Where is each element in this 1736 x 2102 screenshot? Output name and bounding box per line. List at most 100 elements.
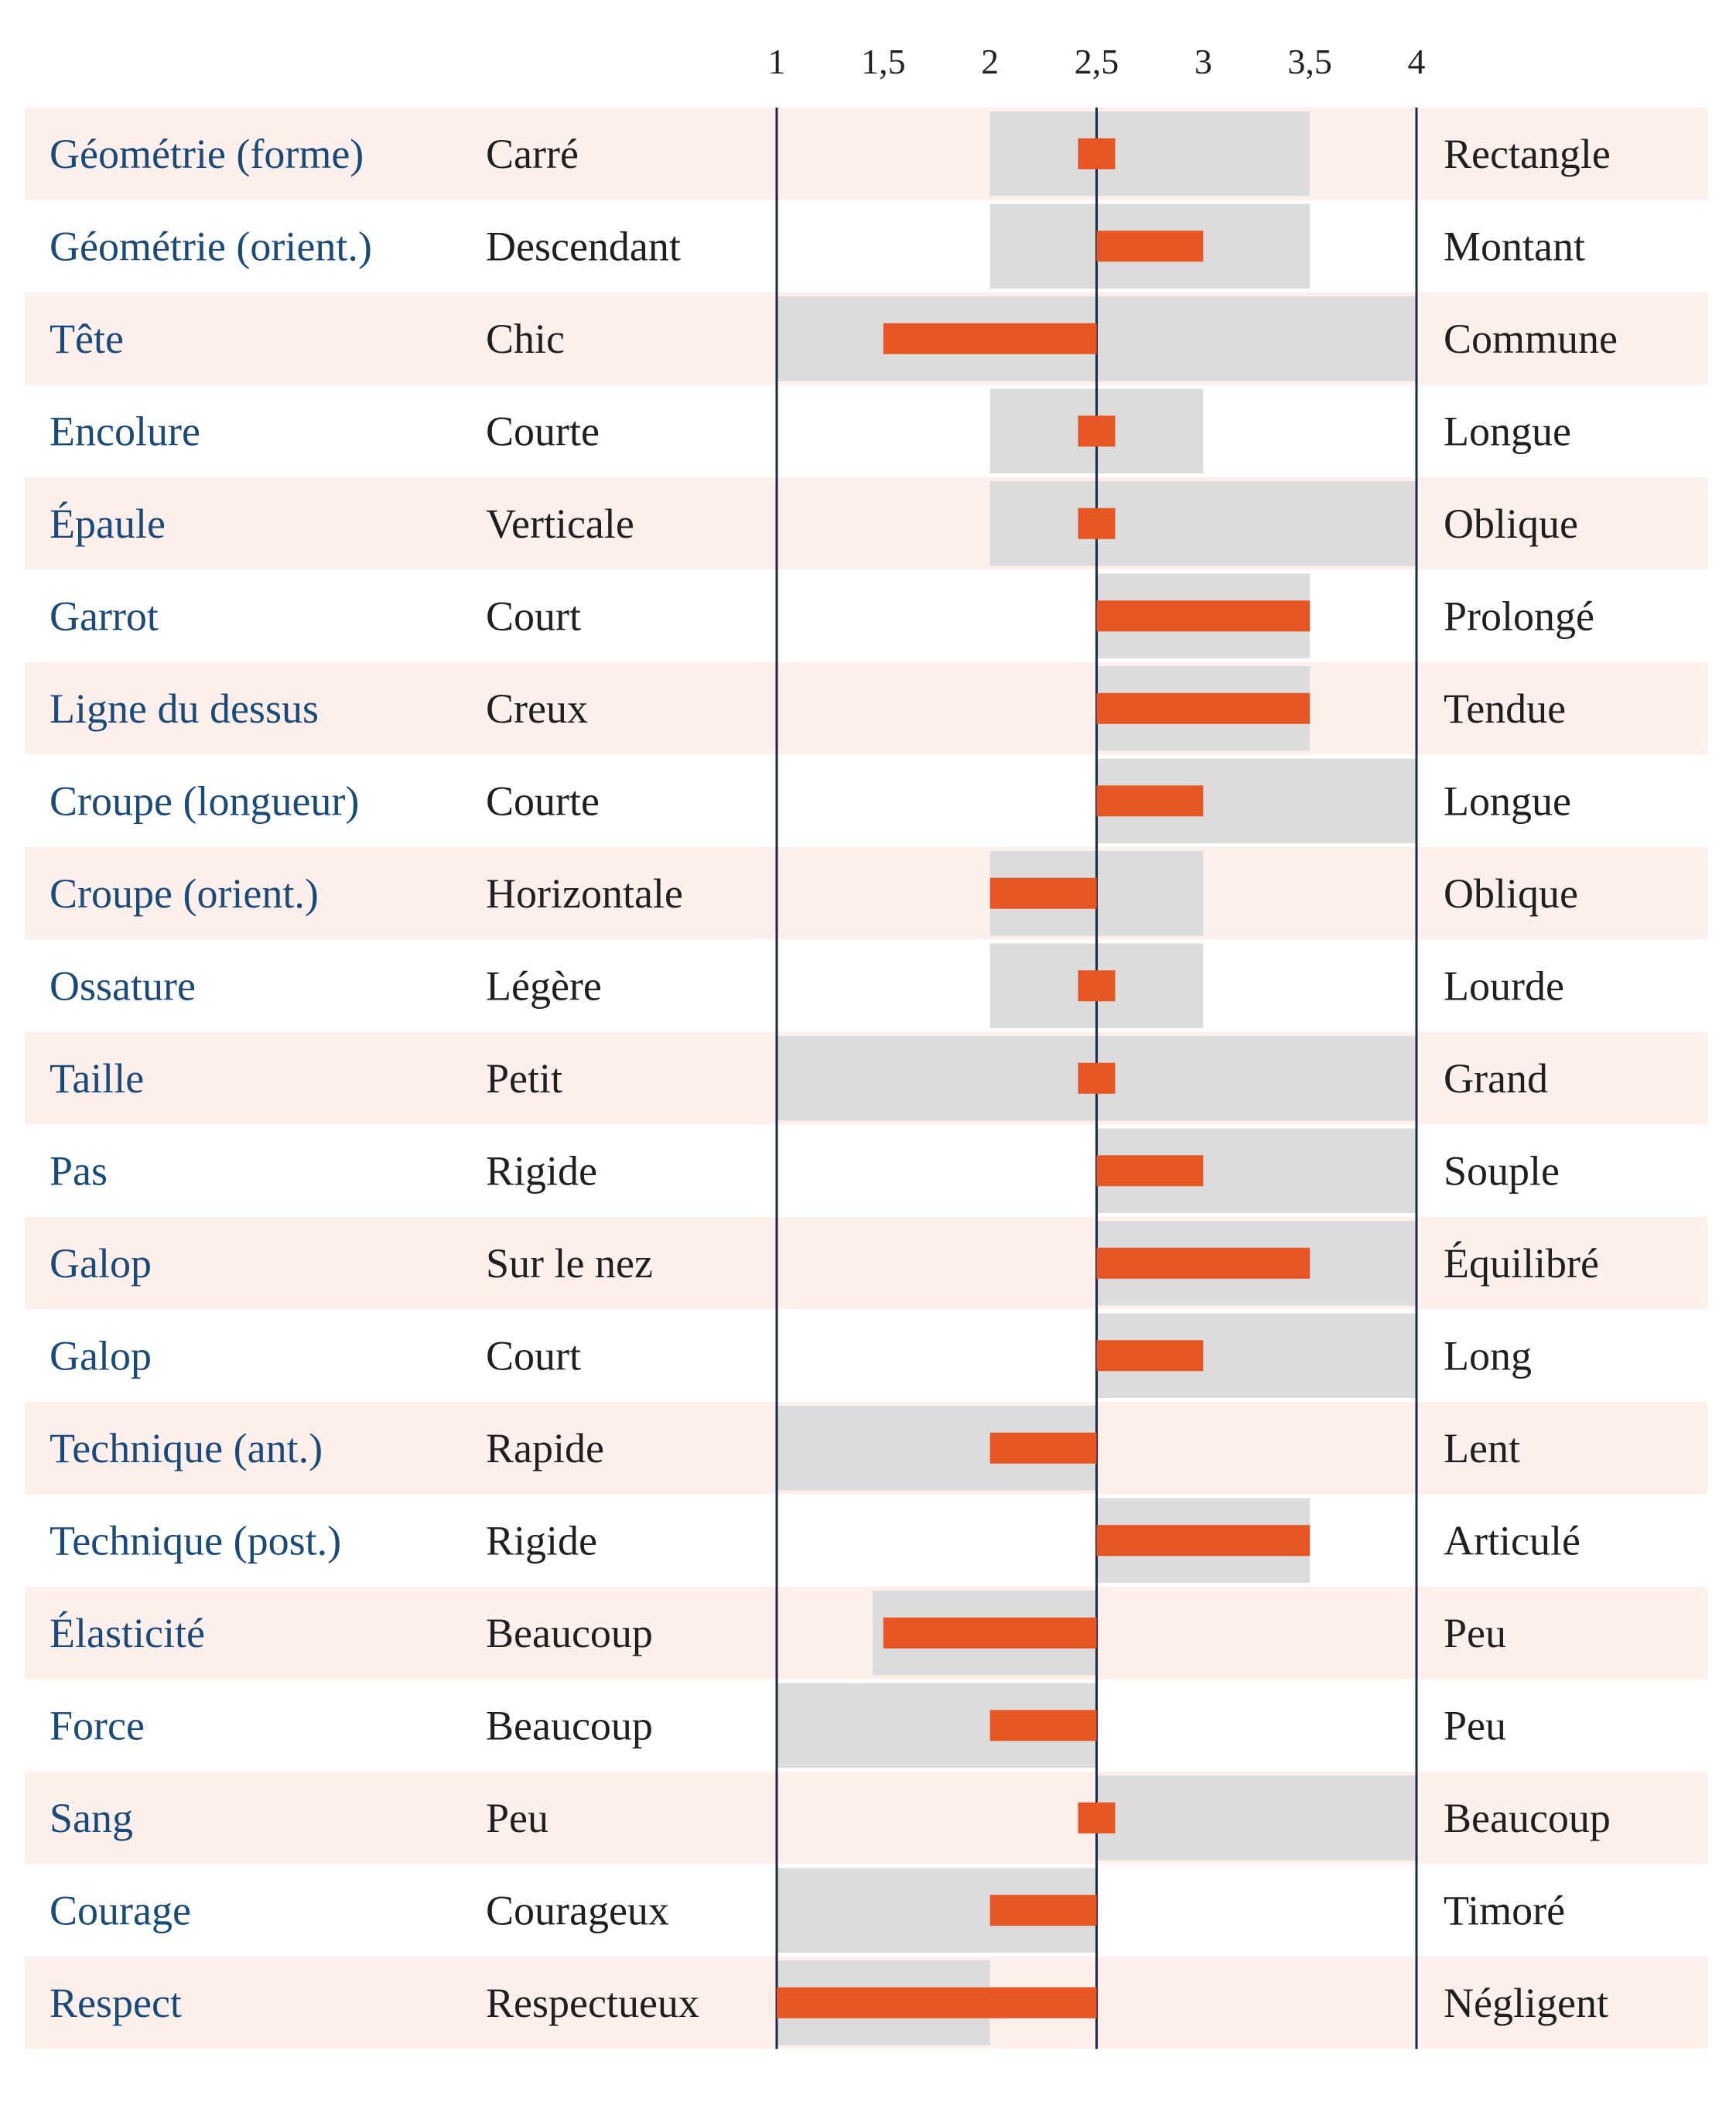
trait-label: Technique (post.) [50,1517,341,1564]
high-end-label: Peu [1444,1702,1506,1748]
low-end-label: Rigide [486,1517,597,1564]
value-bar [1096,600,1311,632]
x-tick-label: 3,5 [1287,42,1332,81]
trait-label: Élasticité [50,1610,205,1656]
value-bar [1096,692,1311,724]
value-bar [1096,231,1204,262]
value-bars [777,138,1311,2018]
value-bar [1078,415,1116,447]
high-end-label: Rectangle [1444,131,1611,177]
x-tick-label: 1 [768,42,786,81]
high-end-label: Long [1444,1332,1532,1379]
high-end-label: Lent [1444,1425,1520,1471]
value-bar [989,1710,1097,1741]
trait-label: Tête [50,316,124,362]
high-end-label: Oblique [1444,870,1578,917]
high-end-label: Peu [1444,1610,1506,1656]
trait-label: Force [50,1702,145,1748]
value-bar [1078,970,1116,1002]
value-bar [883,1617,1097,1649]
value-bar [1096,1155,1204,1187]
low-end-label: Rapide [486,1425,604,1471]
trait-label: Pas [50,1147,108,1194]
value-bar [1078,138,1116,169]
trait-label: Sang [50,1795,133,1841]
high-end-label: Longue [1444,778,1571,824]
x-tick-label: 2 [981,42,999,81]
low-end-label: Carré [486,131,579,177]
value-bar [1078,1062,1116,1094]
row-stripe [25,1217,1707,1310]
high-end-label: Articulé [1444,1517,1581,1564]
trait-label: Ligne du dessus [50,685,319,732]
trait-label: Technique (ant.) [50,1425,323,1471]
low-end-label: Petit [486,1055,562,1102]
low-end-label: Peu [486,1795,548,1841]
row-stripe [25,108,1707,200]
trait-label: Croupe (longueur) [50,778,359,824]
row-stripe [25,662,1707,755]
x-tick-label: 3 [1194,42,1212,81]
value-bar [1096,1525,1311,1557]
value-bar [989,1895,1097,1926]
high-end-label: Oblique [1444,501,1578,547]
value-bar [777,1987,1097,2018]
low-end-label: Beaucoup [486,1702,653,1748]
trait-label: Encolure [50,408,200,454]
value-bar [1078,1802,1116,1834]
low-end-label: Descendant [486,223,681,269]
low-end-label: Court [486,1332,581,1379]
low-end-label: Creux [486,685,588,732]
low-end-label: Courte [486,408,600,454]
low-end-label: Courageux [486,1887,669,1933]
low-end-label: Sur le nez [486,1240,653,1287]
trait-label: Épaule [50,501,166,547]
high-end-label: Lourde [1444,962,1564,1009]
high-end-label: Tendue [1444,685,1566,732]
value-bar [883,323,1097,354]
low-end-label: Courte [486,778,600,824]
row-stripe [25,847,1707,940]
trait-label: Géométrie (forme) [50,131,364,177]
row-stripe [25,477,1707,570]
high-end-label: Souple [1444,1147,1560,1194]
x-axis-ticks: 1 1,5 2 2,5 3 3,5 4 [768,42,1426,81]
trait-label: Respect [50,1980,182,2026]
x-tick-label: 2,5 [1075,42,1119,81]
range-band [989,481,1416,566]
low-end-label: Rigide [486,1147,597,1194]
row-stripe [25,1772,1707,1864]
row-stripe [25,1587,1707,1680]
high-end-label: Commune [1444,316,1618,362]
low-end-label: Horizontale [486,870,683,917]
high-end-label: Beaucoup [1444,1795,1611,1841]
value-bar [1096,1340,1204,1372]
low-end-label: Verticale [486,501,634,547]
trait-label: Taille [50,1055,144,1102]
low-end-label: Respectueux [486,1980,699,2026]
trait-label: Géométrie (orient.) [50,223,372,269]
high-end-label: Longue [1444,408,1571,454]
high-end-label: Équilibré [1444,1240,1599,1287]
low-end-label: Beaucoup [486,1610,653,1656]
low-end-label: Légère [486,962,602,1009]
row-labels: Géométrie (forme) Carré Rectangle Géométrie… [50,131,1618,2026]
trait-label: Galop [50,1332,152,1379]
high-end-label: Montant [1444,223,1585,269]
trait-label: Courage [50,1887,191,1933]
trait-label: Galop [50,1240,152,1287]
low-end-label: Chic [486,316,565,362]
high-end-label: Grand [1444,1055,1548,1102]
range-band [1096,1776,1416,1861]
value-bar [989,877,1097,909]
x-tick-label: 1,5 [861,42,906,81]
value-bar [1096,1247,1311,1279]
trait-label: Croupe (orient.) [50,870,319,917]
high-end-label: Timoré [1444,1887,1565,1933]
low-end-label: Court [486,593,581,639]
value-bar [1078,508,1116,539]
high-end-label: Négligent [1444,1980,1608,2026]
x-tick-label: 4 [1408,42,1426,81]
trait-label: Ossature [50,962,196,1009]
